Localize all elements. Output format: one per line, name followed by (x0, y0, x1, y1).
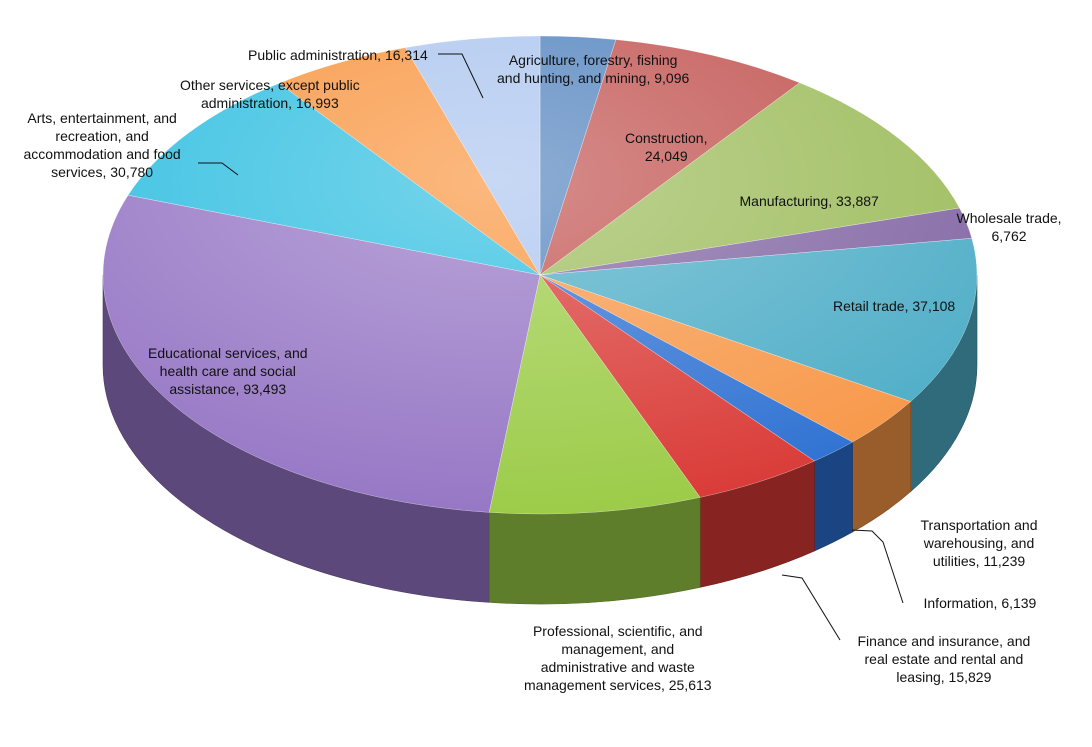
label-retail-trade: Retail trade, 37,108 (833, 297, 955, 315)
label-educational-services-and-health-care-and: Educational services, and health care and… (148, 344, 308, 398)
label-line: assistance, 93,493 (169, 381, 287, 397)
label-line: administration, 16,993 (200, 95, 339, 111)
leader-line (781, 574, 841, 641)
label-line: management services, 25,613 (524, 677, 712, 693)
label-line: Manufacturing, 33,887 (739, 193, 879, 209)
label-line: Public administration, 16,314 (248, 47, 428, 63)
label-public-administration: Public administration, 16,314 (248, 46, 428, 64)
label-line: Other services, except public (180, 77, 360, 93)
label-line: Information, 6,139 (923, 595, 1037, 611)
label-other-services-except-public-administrat: Other services, except public administrat… (180, 76, 360, 112)
label-line: warehousing, and (923, 535, 1035, 551)
leader-line (438, 53, 484, 99)
label-manufacturing: Manufacturing, 33,887 (740, 192, 879, 210)
pie-highlight (103, 36, 977, 514)
leader-line (198, 162, 239, 176)
label-arts-entertainment-and-recreation-and-ac: Arts, entertainment, and recreation, and a… (24, 109, 181, 181)
label-line: Transportation and (920, 517, 1038, 533)
label-line: Wholesale trade, (956, 210, 1062, 226)
label-line: real estate and rental and (864, 651, 1024, 667)
label-information: Information, 6,139 (924, 594, 1037, 612)
label-wholesale-trade: Wholesale trade, 6,762 (957, 209, 1062, 245)
label-line: Agriculture, forestry, fishing (508, 52, 678, 68)
label-line: accommodation and food (23, 146, 181, 162)
label-line: leasing, 15,829 (896, 669, 992, 685)
label-line: Finance and insurance, and (857, 633, 1031, 649)
label-agriculture-forestry-fishing-and-hunting: Agriculture, forestry, fishing and huntin… (497, 51, 689, 87)
leader-line (851, 529, 904, 604)
label-line: Arts, entertainment, and (27, 110, 177, 126)
label-line: management, and (561, 641, 675, 657)
label-finance-and-insurance-and-real-estate-an: Finance and insurance, and real estate an… (858, 632, 1031, 686)
label-line: Retail trade, 37,108 (833, 298, 956, 314)
label-line: Professional, scientific, and (532, 623, 703, 639)
label-line: administrative and waste (540, 659, 695, 675)
label-line: Construction, (625, 130, 708, 146)
label-line: recreation, and (55, 128, 149, 144)
label-line: utilities, 11,239 (932, 553, 1026, 569)
label-line: 24,049 (644, 148, 688, 164)
label-line: and hunting, and mining, 9,096 (497, 70, 690, 86)
label-construction: Construction, 24,049 (625, 129, 707, 165)
label-transportation-and-warehousing-and-utili: Transportation and warehousing, and utilit… (921, 516, 1038, 570)
label-professional-scientific-and-management-a: Professional, scientific, and management,… (524, 622, 712, 694)
label-line: Educational services, and (148, 345, 308, 361)
label-line: services, 30,780 (51, 164, 154, 180)
label-line: 6,762 (991, 228, 1027, 244)
label-line: health care and social (159, 363, 296, 379)
